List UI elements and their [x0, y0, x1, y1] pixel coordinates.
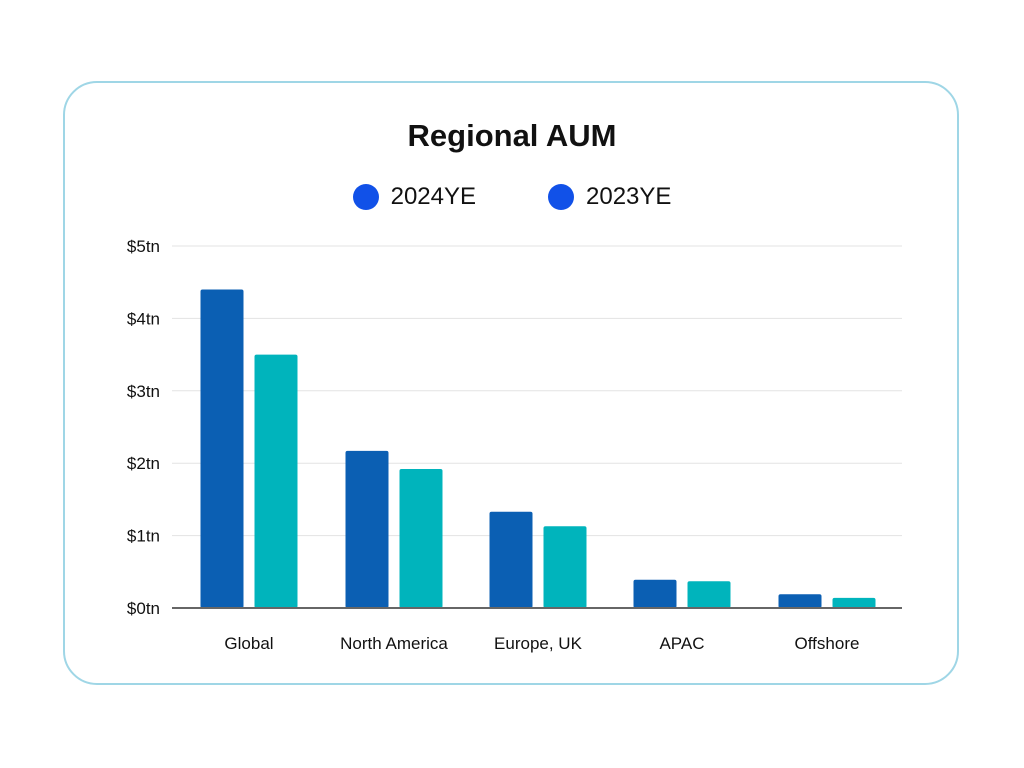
- bar-2023ye-north-america[interactable]: [399, 468, 443, 608]
- y-tick-label: $4tn: [127, 309, 160, 328]
- chart-legend: 2024YE 2023YE: [0, 183, 1024, 211]
- chart-title: Regional AUM: [407, 118, 617, 153]
- y-tick-label: $0tn: [127, 599, 160, 618]
- y-tick-label: $5tn: [127, 237, 160, 256]
- legend-swatch-2024ye: [352, 184, 379, 210]
- category-label: North America: [340, 634, 448, 653]
- legend-label-2023ye: 2023YE: [586, 183, 672, 210]
- y-tick-label: $3tn: [127, 382, 160, 401]
- legend-label-2024ye: 2024YE: [390, 183, 476, 210]
- bar-2024ye-global[interactable]: [200, 289, 244, 608]
- bar-2024ye-apac[interactable]: [633, 579, 677, 608]
- category-label: Europe, UK: [494, 634, 583, 653]
- bar-2023ye-offshore[interactable]: [832, 597, 876, 608]
- bar-2024ye-europe-uk[interactable]: [489, 511, 533, 608]
- category-labels: Global North America Europe, UK APAC Offshor…: [224, 634, 859, 653]
- y-tick-label: $1tn: [127, 527, 160, 546]
- bars: [200, 289, 876, 608]
- bar-2023ye-global[interactable]: [254, 354, 298, 608]
- bar-2024ye-offshore[interactable]: [778, 594, 822, 608]
- legend-item-2024ye[interactable]: 2024YE: [352, 183, 476, 211]
- legend-swatch-2023ye: [548, 184, 574, 210]
- legend-item-2023ye[interactable]: 2023YE: [548, 183, 671, 211]
- category-label: APAC: [659, 634, 704, 653]
- category-label: Global: [224, 634, 273, 653]
- bar-2023ye-apac[interactable]: [687, 581, 731, 608]
- bar-2023ye-europe-uk[interactable]: [543, 526, 587, 608]
- bar-2024ye-north-america[interactable]: [345, 450, 389, 608]
- y-axis-ticks: $0tn $1tn $2tn $3tn $4tn $5tn: [127, 237, 160, 618]
- y-tick-label: $2tn: [127, 454, 160, 473]
- category-label: Offshore: [795, 634, 860, 653]
